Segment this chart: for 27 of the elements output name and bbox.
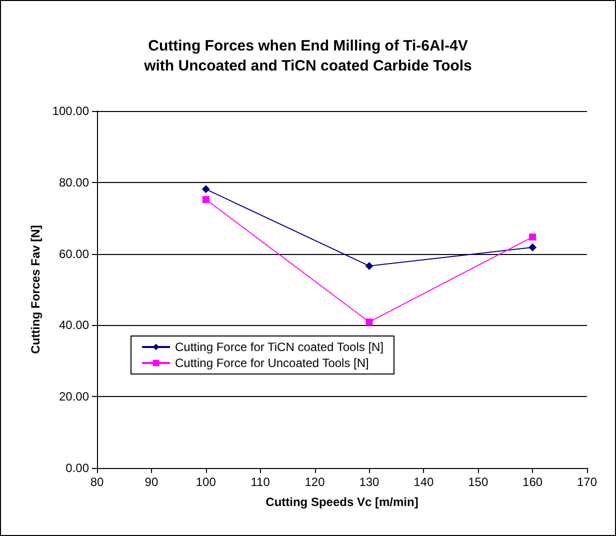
x-tick-label: 170 [576,475,598,489]
x-tick-label: 80 [90,475,104,489]
x-tick-label: 90 [144,475,158,489]
y-axis-title: Cutting Forces Fav [N] [28,225,42,354]
y-tick-label: 0.00 [66,461,90,475]
y-tick-label: 100.00 [52,104,90,118]
y-tick-label: 20.00 [58,390,90,404]
y-tick-label: 40.00 [58,318,90,332]
x-tick-label: 100 [196,475,216,489]
x-tick-label: 150 [468,475,488,489]
y-tick-label: 80.00 [58,175,90,190]
x-tick-label: 130 [359,475,380,489]
legend-label: Cutting Force for TiCN coated Tools [N] [175,340,384,354]
point [529,234,536,241]
point [365,262,374,270]
point [202,196,210,204]
point [202,185,210,194]
x-tick-label: 140 [414,475,434,489]
point [366,318,373,326]
y-tick-label: 60.00 [58,246,90,261]
x-tick-label: 120 [304,475,326,489]
x-axis-title: Cutting Speeds Vc [m/min] [266,495,418,509]
legend-label: Cutting Force for Uncoated Tools [N] [175,356,369,370]
x-tick-label: 160 [522,475,543,489]
x-tick-label: 110 [250,475,270,489]
chart-title: Cutting Forces when End Milling of Ti-6Al-4V with Uncoated and TiCN coated Carbide Tools [143,38,472,74]
point [528,243,537,252]
